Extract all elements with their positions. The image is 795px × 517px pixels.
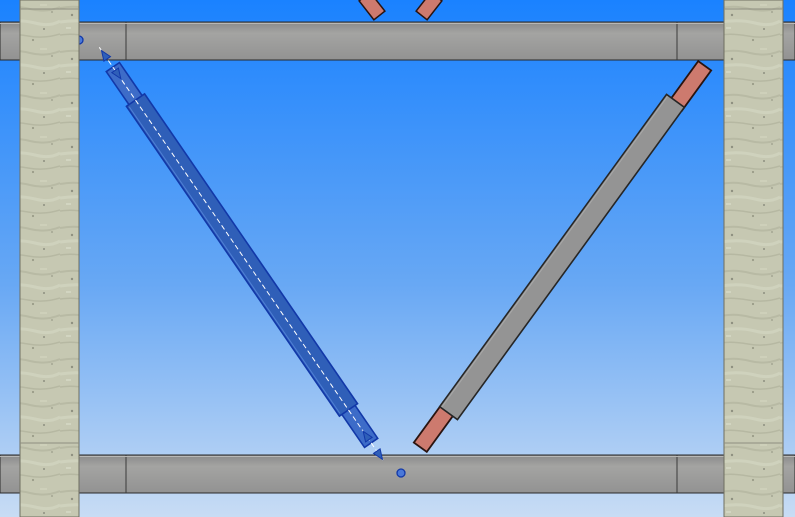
selection-handle-icon[interactable] bbox=[396, 468, 406, 478]
beam-top[interactable] bbox=[0, 21, 795, 61]
selection-arrow-bottom-icon[interactable] bbox=[372, 448, 386, 462]
selection-arrow-bottom-inner-icon[interactable] bbox=[360, 429, 374, 443]
column-right[interactable] bbox=[723, 0, 784, 517]
column-left[interactable] bbox=[19, 0, 80, 517]
brace-right-body[interactable] bbox=[438, 93, 686, 421]
brace-left[interactable] bbox=[74, 35, 406, 478]
brace-right[interactable] bbox=[412, 59, 713, 454]
selection-arrow-top-inner-icon[interactable] bbox=[110, 67, 124, 81]
beam-bottom[interactable] bbox=[0, 454, 795, 494]
gusset-top-left[interactable] bbox=[358, 0, 386, 21]
gusset-top-right[interactable] bbox=[415, 0, 443, 21]
selection-arrow-top-icon[interactable] bbox=[98, 48, 112, 62]
selection-axis-line bbox=[98, 47, 386, 463]
